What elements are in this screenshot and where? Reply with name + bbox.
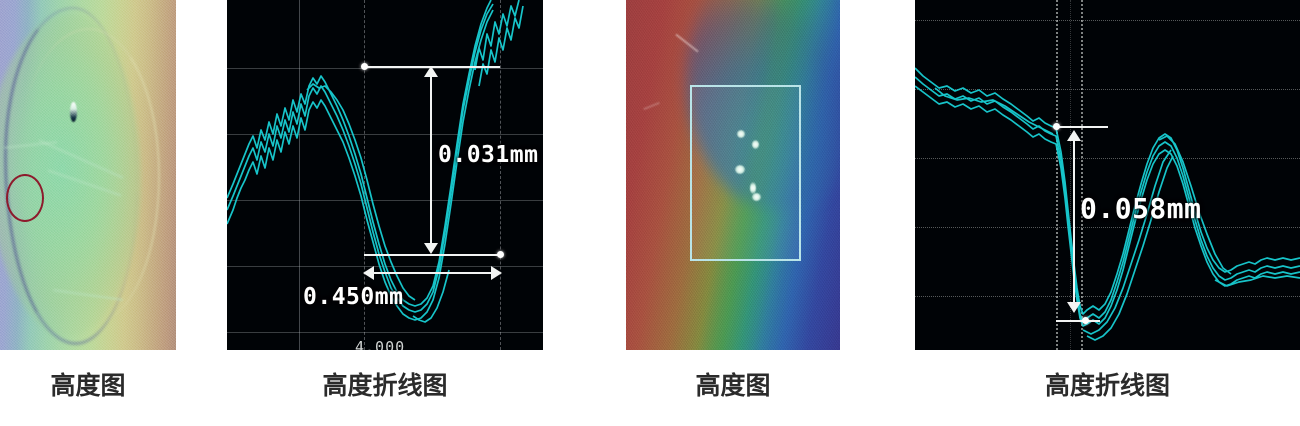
cursor-line-mid[interactable] — [1070, 0, 1071, 350]
profile-plot-area: 0.058mm — [915, 0, 1300, 350]
caption-height-profile-right: 高度折线图 — [1044, 372, 1170, 400]
axis-tick-label-clipped: 4.000 — [355, 338, 406, 350]
profile-plot-area: 0.031mm 0.450mm 4.000 — [227, 0, 543, 350]
gridline-h — [915, 227, 1300, 228]
defect-ellipse-marker — [6, 174, 44, 222]
height-map-defect-spot — [735, 164, 746, 174]
height-map-defect-spot — [752, 140, 760, 149]
height-map-right-panel — [626, 0, 840, 350]
profile-traces — [227, 0, 524, 323]
height-profile-left-panel: 0.031mm 0.450mm 4.000 — [227, 0, 543, 350]
gridline-h — [227, 68, 543, 69]
gridline-h — [915, 89, 1300, 90]
measure-arrow-up — [424, 66, 438, 77]
gridline-h — [915, 20, 1300, 21]
height-profile-right-panel: 0.058mm — [915, 0, 1300, 350]
measure-label-width: 0.450mm — [303, 284, 403, 310]
cursor-line-right[interactable] — [1081, 0, 1083, 350]
roi-rectangle[interactable] — [690, 85, 801, 261]
measure-line-depth — [1073, 136, 1075, 310]
measure-arrow-down — [424, 243, 438, 254]
measure-value-depth: 0.058mm — [1080, 192, 1202, 225]
height-map-edge-left — [3, 7, 137, 345]
cursor-line-left[interactable] — [364, 0, 365, 350]
cursor-line-left[interactable] — [1056, 0, 1058, 350]
measure-arrow-left — [363, 266, 374, 280]
gridline-v — [299, 0, 300, 350]
measure-value-width: 0.450mm — [303, 284, 404, 310]
measure-line-width — [371, 272, 493, 274]
height-map-defect-spot — [750, 182, 757, 194]
measure-tick-bottom — [364, 254, 500, 256]
height-map-defect-spot — [737, 129, 746, 138]
gridline-h — [915, 158, 1300, 159]
measure-arrow-up — [1067, 130, 1081, 141]
caption-height-map-right: 高度图 — [695, 372, 771, 400]
gridline-h — [227, 134, 543, 135]
caption-height-map-left: 高度图 — [50, 372, 126, 400]
height-map-defect-spot — [752, 192, 762, 201]
height-map-edge-right — [17, 28, 161, 324]
gridline-h — [227, 332, 543, 333]
measure-arrow-right — [491, 266, 502, 280]
gridline-h — [227, 200, 543, 201]
measure-node-bottom — [497, 251, 504, 258]
measure-node-bottom — [1082, 317, 1089, 324]
profile-traces — [915, 67, 1300, 341]
measure-label-depth: 0.058mm — [1080, 192, 1202, 225]
measure-arrow-down — [1067, 302, 1081, 313]
measure-line-height — [430, 72, 432, 252]
cursor-line-right[interactable] — [500, 0, 501, 350]
gridline-h — [915, 296, 1300, 297]
height-map-left-panel — [0, 0, 176, 350]
gridline-h — [227, 266, 543, 267]
measure-label-height: 0.031mm — [438, 142, 538, 168]
height-map-defect-speck — [70, 101, 78, 122]
measure-node-top — [1053, 123, 1060, 130]
measure-value-height: 0.031mm — [438, 142, 539, 168]
measure-tick-top — [1056, 126, 1108, 128]
height-map-texture — [626, 0, 840, 350]
caption-height-profile-left: 高度折线图 — [322, 372, 448, 400]
measure-node-top — [361, 63, 368, 70]
measure-tick-bottom — [1056, 320, 1100, 322]
